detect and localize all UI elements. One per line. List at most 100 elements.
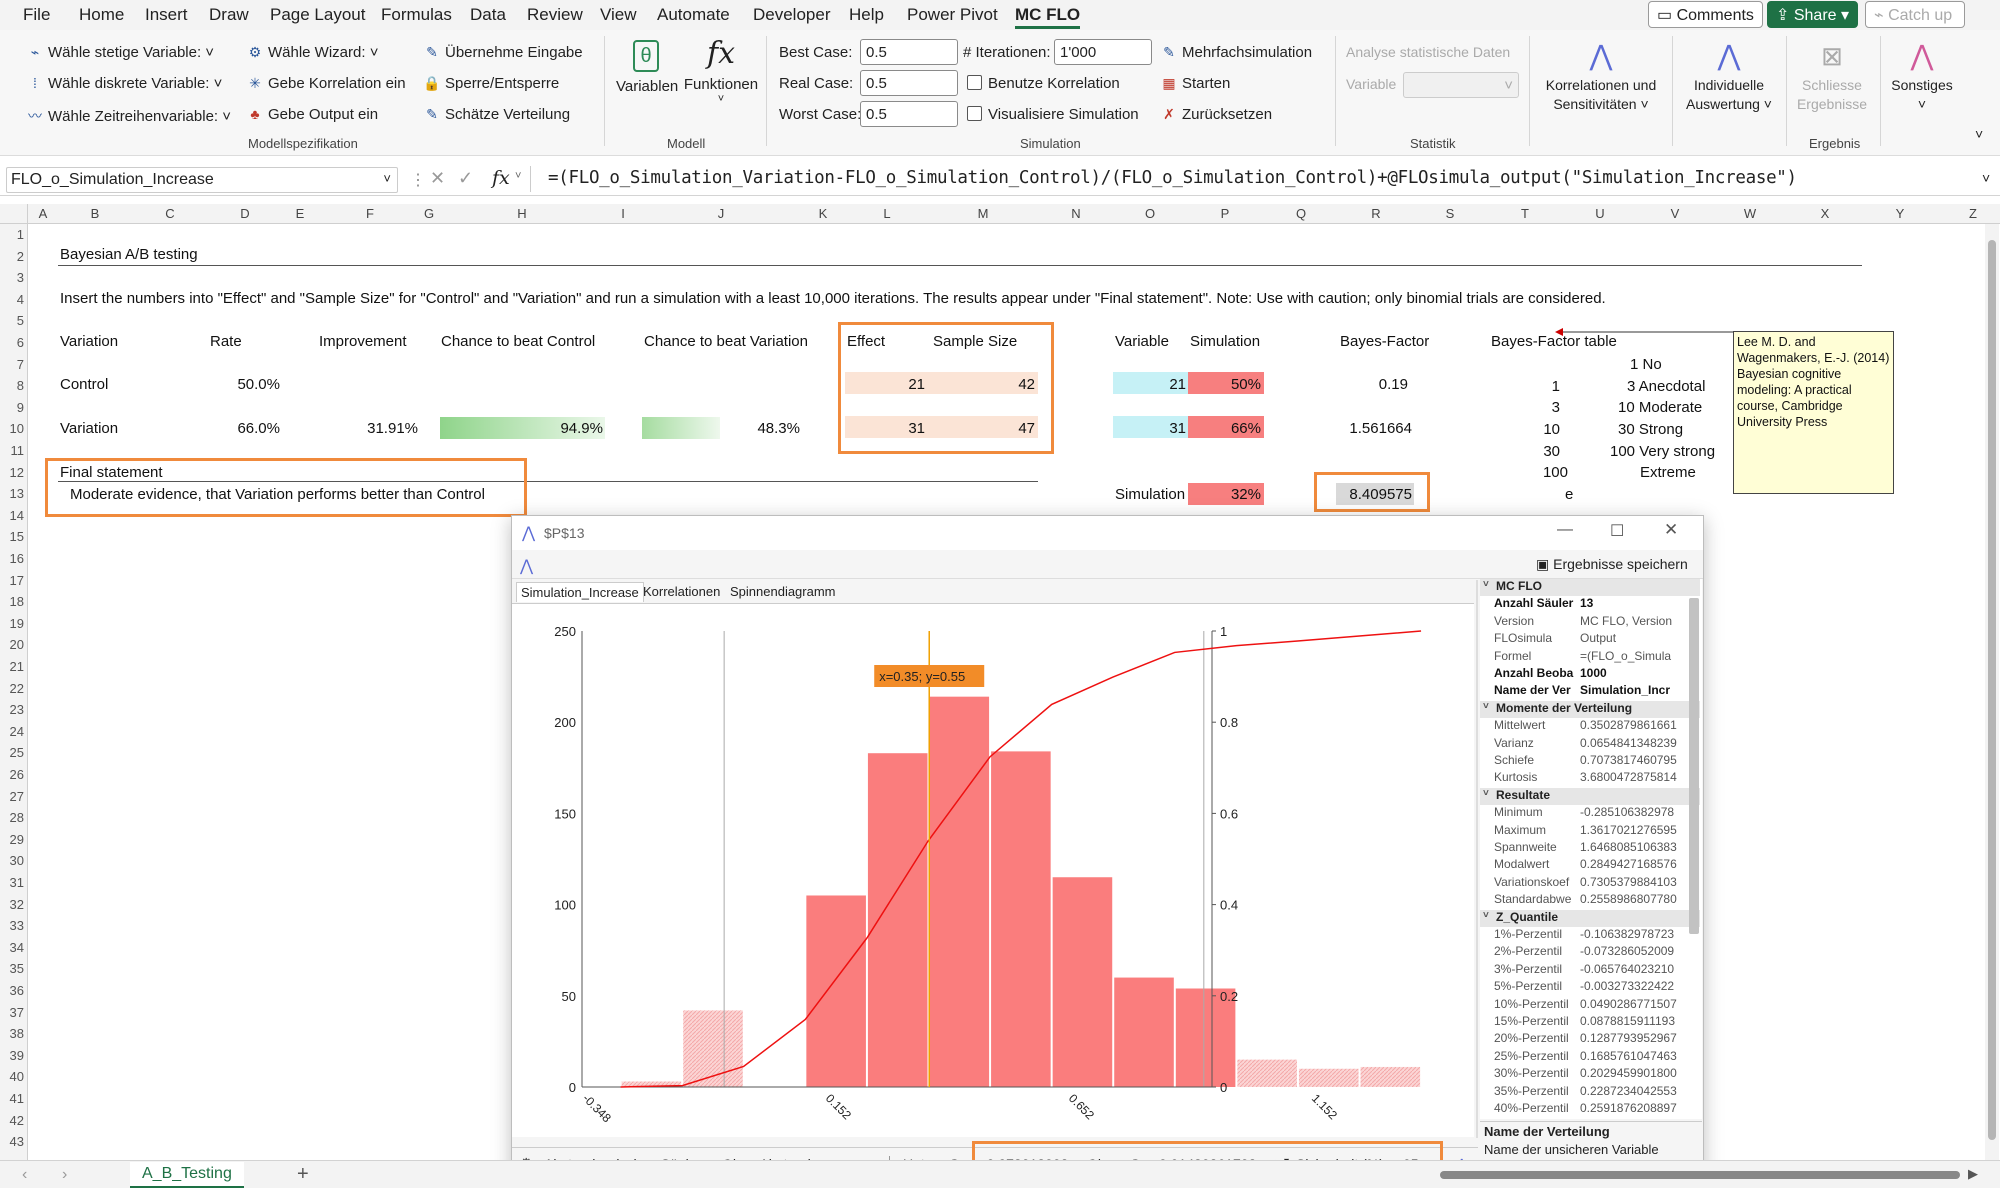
col-header[interactable]: V (1670, 206, 1680, 221)
row-header[interactable]: 3 (16, 270, 24, 286)
col-header[interactable]: N (1071, 206, 1081, 221)
property-group-header[interactable]: ˅ Z_Quantile (1480, 909, 1700, 927)
worst-case-input[interactable]: 0.5 (860, 101, 958, 127)
use-correlation-checkbox[interactable]: Benutze Korrelation (967, 75, 1120, 92)
formula-input[interactable]: =(FLO_o_Simulation_Variation-FLO_o_Simul… (548, 168, 1797, 188)
property-row[interactable]: Minimum -0.285106382978 (1480, 805, 1700, 822)
col-header[interactable]: C (165, 206, 175, 221)
collapse-icon[interactable]: ˅ (1483, 909, 1489, 921)
bf-table-label[interactable]: 3 Anecdotal (1627, 378, 1706, 395)
sheet-tab-ab-testing[interactable]: A_B_Testing (130, 1162, 244, 1188)
row-header[interactable]: 14 (9, 507, 24, 523)
menu-home[interactable]: Home (79, 5, 125, 24)
control-sample-cell[interactable]: 42 (1018, 376, 1035, 393)
horizontal-scroll-thumb[interactable] (1440, 1171, 1960, 1179)
property-row[interactable]: 40%-Perzentil 0.2591876208897 (1480, 1101, 1700, 1118)
tab-spinnendiagramm[interactable]: Spinnendiagramm (730, 584, 836, 599)
property-row[interactable]: 20%-Perzentil 0.1287793952967 (1480, 1031, 1700, 1048)
control-label[interactable]: Control (60, 376, 109, 393)
col-header[interactable]: U (1595, 206, 1605, 221)
bf-table-num[interactable]: 100 (1542, 464, 1568, 481)
bf-table-num[interactable]: 10 (1543, 421, 1560, 438)
col-header[interactable]: F (366, 206, 374, 221)
menu-file[interactable]: File (23, 5, 51, 24)
property-row[interactable]: Spannweite 1.6468085106383 (1480, 840, 1700, 857)
row-header[interactable]: 31 (9, 875, 24, 890)
row-header[interactable]: 12 (9, 464, 24, 480)
tab-korrelationen[interactable]: Korrelationen (643, 584, 721, 599)
bf-table-num[interactable]: 3 (1551, 399, 1560, 416)
collapse-icon[interactable]: ˅ (1483, 579, 1489, 590)
choose-wizard-button[interactable]: ⚙ Wähle Wizard: ˅ (246, 44, 379, 61)
simulation-result-cell[interactable]: 32% (1230, 486, 1261, 503)
close-results-button[interactable]: ⊠ Schliesse Ergebnisse (1790, 36, 1874, 114)
property-row[interactable]: 30%-Perzentil 0.2029459901800 (1480, 1066, 1700, 1083)
header-improvement[interactable]: Improvement (319, 333, 407, 350)
menu-page-layout[interactable]: Page Layout (270, 5, 366, 24)
menu-insert[interactable]: Insert (145, 5, 188, 24)
collapse-icon[interactable]: ˅ (1483, 787, 1489, 799)
row-header[interactable]: 15 (9, 529, 24, 545)
header-chance-beat-control[interactable]: Chance to beat Control (441, 333, 596, 350)
row-header[interactable]: 40 (9, 1069, 24, 1085)
row-header[interactable]: 32 (9, 896, 24, 912)
row-header[interactable]: 36 (9, 983, 24, 998)
variation-simulation-cell[interactable]: 66% (1230, 420, 1261, 437)
save-results-button[interactable]: ▣ Ergebnisse speichern (1536, 556, 1688, 572)
row-header[interactable]: 23 (9, 702, 24, 718)
row-header[interactable]: 33 (9, 918, 24, 934)
property-row[interactable]: Anzahl Beoba 1000 (1480, 666, 1700, 683)
property-group-header[interactable]: ˅ Resultate (1480, 787, 1700, 805)
iterations-input[interactable]: 1'000 (1054, 39, 1152, 65)
menu-view[interactable]: View (600, 5, 637, 24)
col-header[interactable]: D (240, 206, 250, 221)
property-row[interactable]: FLOsimula Output (1480, 631, 1700, 648)
final-statement-label[interactable]: Final statement (60, 464, 163, 481)
instructions-text[interactable]: Insert the numbers into "Effect" and "Sa… (60, 290, 1606, 307)
header-effect[interactable]: Effect (847, 333, 886, 350)
prev-sheet-icon[interactable]: ‹ (22, 1166, 28, 1183)
menu-help[interactable]: Help (849, 5, 884, 24)
variation-label[interactable]: Variation (60, 420, 119, 437)
splitter[interactable] (1476, 580, 1478, 1138)
row-header[interactable]: 6 (16, 335, 24, 350)
variation-effect-cell[interactable]: 31 (908, 420, 925, 437)
property-row[interactable]: 15%-Perzentil 0.0878815911193 (1480, 1014, 1700, 1031)
property-row[interactable]: Mittelwert 0.3502879861661 (1480, 718, 1700, 735)
property-row[interactable]: 2%-Perzentil -0.073286052009 (1480, 944, 1700, 961)
menu-formulas[interactable]: Formulas (381, 5, 452, 24)
row-header[interactable]: 8 (16, 378, 24, 394)
estimate-distribution-button[interactable]: ✎ Schätze Verteilung (423, 106, 570, 123)
header-variable[interactable]: Variable (1115, 333, 1169, 350)
minimize-icon[interactable]: — (1557, 521, 1573, 538)
col-header[interactable]: S (1445, 206, 1455, 221)
property-group-header[interactable]: ˅ Momente der Verteilung (1480, 700, 1700, 718)
vertical-scroll-thumb[interactable] (1988, 240, 1996, 1140)
bf-table-label[interactable]: 100 Very strong (1610, 443, 1716, 460)
col-header[interactable]: M (977, 206, 989, 221)
property-row[interactable]: Variationskoef 0.7305379884103 (1480, 875, 1700, 892)
row-header[interactable]: 21 (9, 659, 24, 674)
property-row[interactable]: 25%-Perzentil 0.1685761047463 (1480, 1049, 1700, 1066)
col-header[interactable]: P (1220, 206, 1230, 221)
maximize-icon[interactable]: ☐ (1610, 523, 1625, 540)
property-row[interactable]: 10%-Perzentil 0.0490286771507 (1480, 997, 1700, 1014)
control-simulation-cell[interactable]: 50% (1230, 376, 1261, 393)
control-effect-cell[interactable]: 21 (908, 376, 925, 393)
row-header[interactable]: 28 (9, 810, 24, 826)
property-row[interactable]: 1%-Perzentil -0.106382978723 (1480, 927, 1700, 944)
variablen-button[interactable]: θ Variablen (616, 40, 678, 95)
row-header[interactable]: 20 (9, 637, 24, 653)
header-rate[interactable]: Rate (210, 333, 242, 350)
col-header[interactable]: G (423, 206, 435, 221)
row-header[interactable]: 2 (16, 248, 24, 264)
col-header[interactable]: H (517, 206, 527, 221)
row-header[interactable]: 29 (9, 831, 24, 847)
row-header[interactable]: 16 (9, 551, 24, 566)
row-header[interactable]: 43 (9, 1134, 24, 1150)
col-header[interactable]: O (1144, 206, 1156, 221)
misc-button[interactable]: ⋀ Sonstiges ˅ (1884, 36, 1960, 114)
row-header[interactable]: 7 (16, 356, 24, 372)
col-header[interactable]: E (295, 206, 305, 221)
variable-select[interactable]: ˅ (1403, 72, 1519, 98)
